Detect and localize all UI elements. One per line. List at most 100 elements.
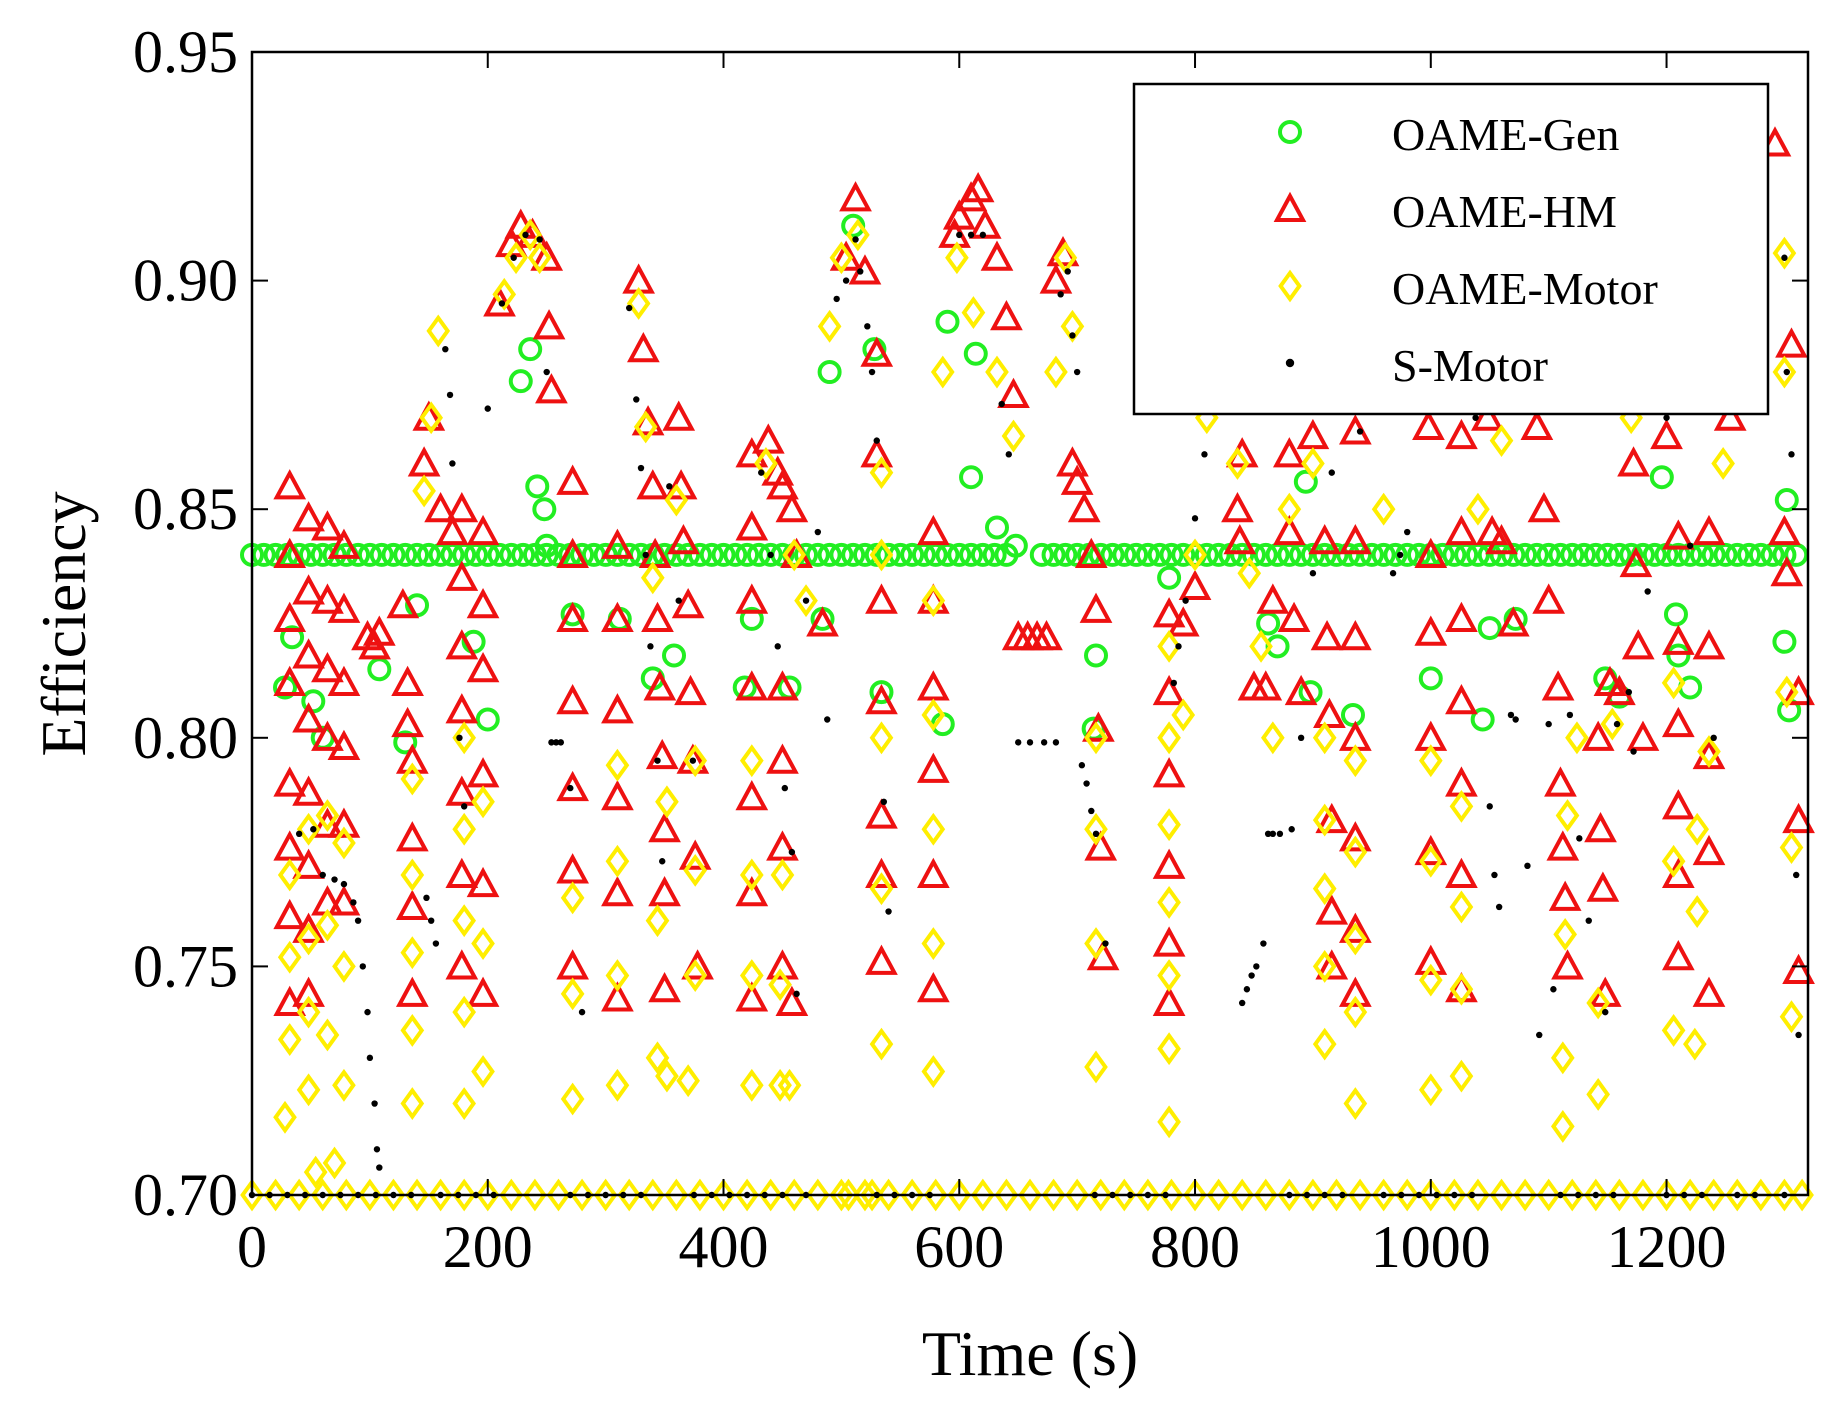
s-motor-point — [1052, 739, 1060, 746]
oame-motor-point — [1395, 1178, 1420, 1212]
oame-hm-point — [735, 780, 769, 811]
oame-gen-point — [900, 542, 925, 567]
oame-hm-point — [292, 912, 325, 943]
oame-hm-point — [1581, 720, 1615, 751]
oame-motor-point — [1586, 986, 1611, 1020]
oame-gen-point — [947, 542, 972, 567]
oame-gen-point — [393, 542, 418, 567]
oame-hm-point — [1223, 523, 1257, 555]
s-motor-point — [1276, 830, 1284, 838]
oame-motor-point — [1136, 1178, 1160, 1212]
oame-hm-point — [327, 807, 361, 838]
oame-motor-point — [426, 314, 451, 348]
oame-motor-point — [645, 1041, 670, 1075]
s-motor-point — [567, 784, 574, 792]
oame-gen-point — [1041, 542, 1066, 567]
oame-motor-point — [296, 922, 321, 956]
oame-gen-point — [1293, 469, 1318, 494]
s-motor-point — [432, 940, 440, 947]
oame-hm-point — [1692, 514, 1726, 546]
oame-motor-point — [560, 1082, 585, 1116]
oame-motor-point — [1661, 1013, 1686, 1047]
oame-motor-point — [1725, 1178, 1750, 1212]
oame-hm-point — [445, 560, 479, 591]
oame-motor-point — [853, 1178, 877, 1212]
oame-gen-point — [1737, 542, 1762, 567]
s-motor-point — [1238, 999, 1246, 1007]
oame-motor-point — [770, 858, 795, 892]
oame-hm-point — [292, 848, 325, 879]
oame-motor-point — [1418, 844, 1443, 878]
oame-motor-point — [921, 927, 946, 960]
s-motor-point — [548, 739, 555, 746]
s-motor-point — [1524, 862, 1531, 870]
oame-gen-point — [1157, 565, 1182, 590]
oame-hm-point — [1178, 569, 1212, 600]
oame-hm-point — [1256, 583, 1290, 614]
oame-motor-point — [1555, 799, 1580, 832]
s-motor-point — [371, 1100, 378, 1107]
legend-marker-oame-hm — [1273, 191, 1307, 223]
oame-gen-point — [1513, 542, 1538, 567]
oame-motor-point — [560, 977, 585, 1011]
s-motor-point — [774, 643, 781, 650]
oame-gen-point — [1774, 488, 1799, 513]
oame-hm-point — [829, 240, 863, 271]
s-motor-point — [1264, 830, 1272, 838]
oame-motor-point — [1343, 835, 1368, 869]
oame-hm-point — [1619, 546, 1653, 578]
oame-motor-point — [452, 721, 477, 755]
oame-hm-point — [1661, 789, 1695, 820]
oame-motor-point — [869, 456, 894, 490]
oame-gen-point — [357, 542, 382, 567]
s-motor-point — [1253, 963, 1260, 970]
oame-hm-point — [1315, 949, 1349, 980]
oame-gen-point — [959, 542, 984, 567]
oame-gen-point — [869, 680, 894, 705]
s-motor-point — [1404, 528, 1411, 536]
oame-motor-point — [1157, 1105, 1181, 1139]
oame-gen-point — [534, 533, 559, 558]
s-motor-point — [1191, 515, 1199, 522]
s-motor-point — [310, 826, 317, 833]
y-tick-label: 0.95 — [133, 19, 238, 85]
oame-gen-point — [1477, 616, 1502, 641]
oame-motor-point — [1449, 972, 1474, 1006]
oame-motor-point — [334, 1178, 359, 1212]
s-motor-point — [1486, 803, 1493, 810]
oame-motor-point — [655, 1059, 679, 1093]
y-tick-label: 0.75 — [133, 933, 238, 999]
oame-motor-point — [1418, 1178, 1443, 1212]
oame-hm-point — [601, 780, 634, 811]
oame-hm-point — [1544, 766, 1577, 797]
oame-hm-point — [664, 469, 698, 500]
s-motor-point — [1566, 711, 1574, 719]
oame-hm-point — [1541, 670, 1575, 701]
oame-motor-point — [1654, 1178, 1679, 1212]
oame-motor-point — [947, 1178, 972, 1212]
oame-motor-point — [400, 762, 425, 796]
oame-motor-point — [277, 1023, 302, 1056]
oame-gen-point — [864, 542, 889, 567]
oame-hm-point — [1152, 926, 1186, 957]
oame-motor-point — [1779, 831, 1804, 864]
oame-gen-point — [1230, 542, 1255, 567]
oame-motor-point — [1449, 789, 1474, 823]
oame-hm-point — [648, 876, 681, 907]
oame-hm-point — [1414, 615, 1448, 646]
s-motor-point — [824, 716, 831, 723]
oame-gen-point — [959, 465, 984, 490]
oame-motor-point — [971, 1178, 995, 1212]
oame-hm-point — [674, 674, 707, 706]
oame-motor-point — [645, 904, 670, 938]
oame-hm-point — [1166, 606, 1200, 637]
oame-gen-point — [499, 542, 524, 567]
oame-gen-point — [1663, 602, 1688, 627]
oame-motor-point — [640, 561, 665, 595]
oame-motor-point — [930, 355, 955, 389]
oame-motor-point — [471, 1055, 495, 1088]
s-motor-point — [1396, 551, 1404, 559]
oame-gen-point — [1265, 634, 1290, 659]
oame-motor-point — [570, 1178, 594, 1212]
oame-gen-point — [534, 542, 559, 567]
